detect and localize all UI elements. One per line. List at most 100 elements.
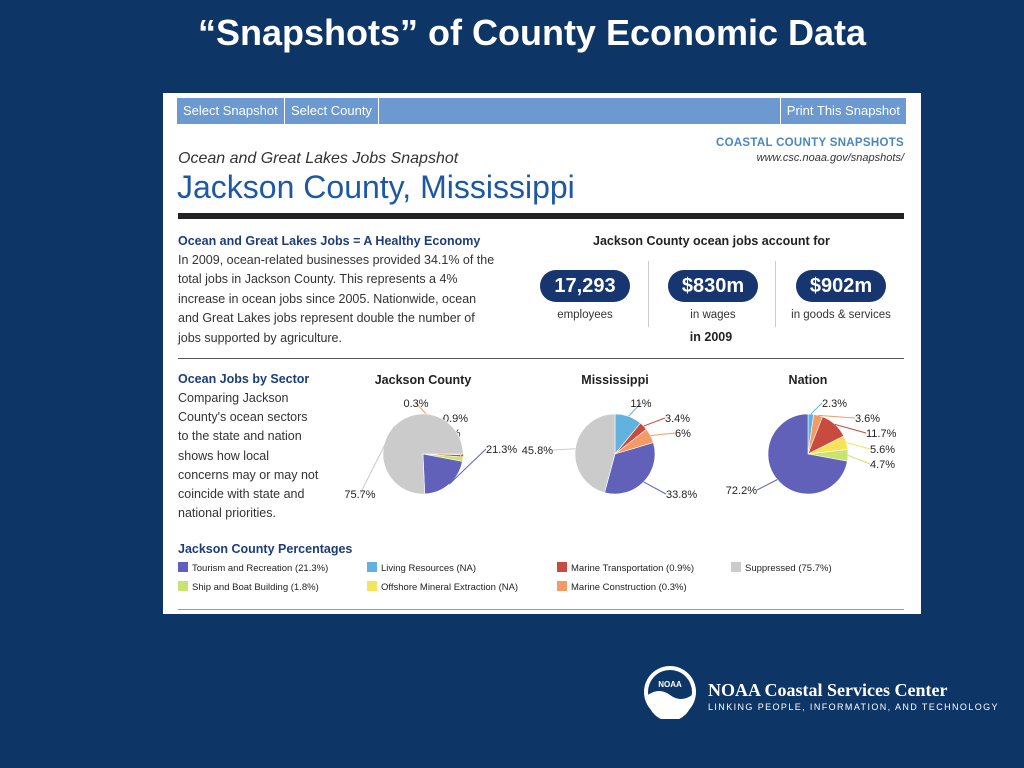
legend-label: Offshore Mineral Extraction (NA) (381, 582, 519, 593)
pie-label: 0.3% (403, 398, 428, 410)
legend-label: Living Resources (NA) (381, 563, 477, 574)
pie-leader-line (552, 448, 576, 451)
economy-line: total jobs in Jackson County. This repre… (178, 272, 458, 287)
sector-line: County's ocean sectors (178, 410, 308, 425)
stat-goods: $902m in goods & services (789, 270, 893, 321)
legend-swatch (178, 581, 188, 591)
brand-block: COASTAL COUNTY SNAPSHOTS www.csc.noaa.go… (716, 137, 904, 164)
pie-slice (574, 413, 616, 493)
sector-line: national priorities. (178, 506, 276, 521)
noaa-logo-icon: NOAA (644, 666, 696, 719)
legend-item-offshore: Offshore Mineral Extraction (NA) (367, 581, 518, 593)
legend-swatch (731, 562, 741, 572)
economy-paragraph: In 2009, ocean-related businesses provid… (178, 251, 518, 348)
logo-text: NOAA (658, 680, 682, 689)
bottom-divider (178, 609, 904, 610)
economy-line: In 2009, ocean-related businesses provid… (178, 253, 495, 267)
economy-line: and Great Lakes jobs represent double th… (178, 311, 475, 326)
pie-label: 3.6% (855, 413, 880, 425)
pie-slice (767, 413, 848, 495)
pie-label: 6% (675, 428, 691, 440)
pie-label: 33.8% (666, 489, 697, 501)
legend-item-transport: Marine Transportation (0.9%) (557, 562, 694, 574)
pie-leader-line (818, 414, 856, 419)
pie-leader-line (846, 442, 871, 450)
legend-item-ship: Ship and Boat Building (1.8%) (178, 581, 319, 593)
legend-swatch (367, 562, 377, 572)
sector-line: Comparing Jackson (178, 391, 289, 405)
org-tagline: LINKING PEOPLE, INFORMATION, AND TECHNOL… (708, 702, 999, 712)
pie-label: 11% (630, 398, 651, 410)
sector-line: to the state and nation (178, 429, 302, 444)
pie-leader-line (847, 454, 871, 465)
select-snapshot-button[interactable]: Select Snapshot (177, 98, 285, 124)
sector-paragraph: Comparing Jackson County's ocean sectors… (178, 389, 338, 523)
sector-heading: Ocean Jobs by Sector (178, 372, 310, 386)
pie-label: 3.4% (665, 413, 690, 425)
section-divider (178, 358, 904, 359)
pie-label: 45.8% (522, 445, 553, 457)
economy-line: jobs supported by agriculture. (178, 330, 342, 345)
stat-wages: $830m in wages (661, 270, 765, 321)
economy-line: increase in ocean jobs since 2005. Natio… (178, 291, 477, 306)
print-snapshot-button[interactable]: Print This Snapshot (779, 98, 906, 124)
pie-leader-line (834, 423, 867, 434)
select-county-button[interactable]: Select County (285, 98, 379, 124)
pie-label: 5.6% (870, 444, 895, 456)
brand-name: COASTAL COUNTY SNAPSHOTS (715, 137, 904, 149)
pie-title: Nation (789, 373, 828, 387)
snapshot-subtitle: Ocean and Great Lakes Jobs Snapshot (178, 150, 459, 167)
legend-swatch (367, 581, 377, 591)
sector-line: shows how local (178, 448, 270, 463)
pie-label: 11.7% (866, 428, 897, 440)
stat-value: $830m (668, 270, 758, 302)
legend-swatch (557, 581, 567, 591)
legend-swatch (557, 562, 567, 572)
pie-label: 0.9% (443, 413, 468, 425)
legend-label: Marine Construction (0.3%) (571, 582, 687, 593)
stats-heading: Jackson County ocean jobs account for (593, 234, 830, 248)
stat-value: $902m (796, 270, 886, 302)
stat-divider (775, 261, 776, 327)
stat-label: in goods & services (791, 309, 891, 321)
slide-title: “Snapshots” of County Economic Data (197, 12, 867, 53)
legend-swatch (178, 562, 188, 572)
stat-label: in wages (690, 309, 736, 321)
pie-label: 2.3% (822, 398, 847, 410)
stat-value: 17,293 (540, 270, 630, 302)
brand-url[interactable]: www.csc.noaa.gov/snapshots/ (756, 152, 904, 164)
pie-leader-line (756, 479, 778, 491)
legend-item-construction: Marine Construction (0.3%) (557, 581, 687, 593)
legend-label: Marine Transportation (0.9%) (571, 563, 695, 574)
legend-item-suppressed: Suppressed (75.7%) (731, 562, 832, 574)
sector-pie-charts: Jackson County0.3%0.9%1.8%21.3%75.7%Miss… (344, 373, 897, 501)
economy-heading: Ocean and Great Lakes Jobs = A Healthy E… (178, 234, 481, 248)
pie-label: 72.2% (726, 485, 757, 497)
org-name: NOAA Coastal Services Center (708, 680, 948, 700)
legend-heading: Jackson County Percentages (178, 542, 353, 556)
pie-label: 4.7% (870, 459, 895, 471)
legend-label: Ship and Boat Building (1.8%) (192, 582, 319, 593)
legend-label: Tourism and Recreation (21.3%) (192, 563, 329, 574)
stat-divider (648, 261, 649, 327)
pie-leader-line (448, 448, 487, 485)
pie-title: Mississippi (581, 373, 648, 387)
pie-leader-line (643, 417, 666, 427)
legend-item-living: Living Resources (NA) (367, 562, 476, 574)
stats-year: in 2009 (689, 330, 733, 344)
pie-label: 75.7% (344, 489, 375, 501)
snapshot-panel: Select Snapshot Select County Print This… (163, 93, 921, 614)
legend-label: Suppressed (75.7%) (745, 563, 832, 574)
pie-slice (604, 442, 656, 495)
snapshot-nav-bar: Select Snapshot Select County Print This… (177, 98, 906, 124)
pie-leader-line (359, 426, 395, 495)
pie-leader-line (643, 481, 667, 495)
header-divider (178, 213, 904, 219)
stat-label: employees (557, 309, 613, 321)
county-title: Jackson County, Mississippi (177, 169, 575, 205)
pie-title: Jackson County (375, 373, 472, 387)
stat-employees: 17,293 employees (533, 270, 637, 321)
pie-leader-line (628, 402, 642, 417)
pie-leader-line (650, 432, 676, 437)
pie-leader-line (810, 402, 823, 415)
